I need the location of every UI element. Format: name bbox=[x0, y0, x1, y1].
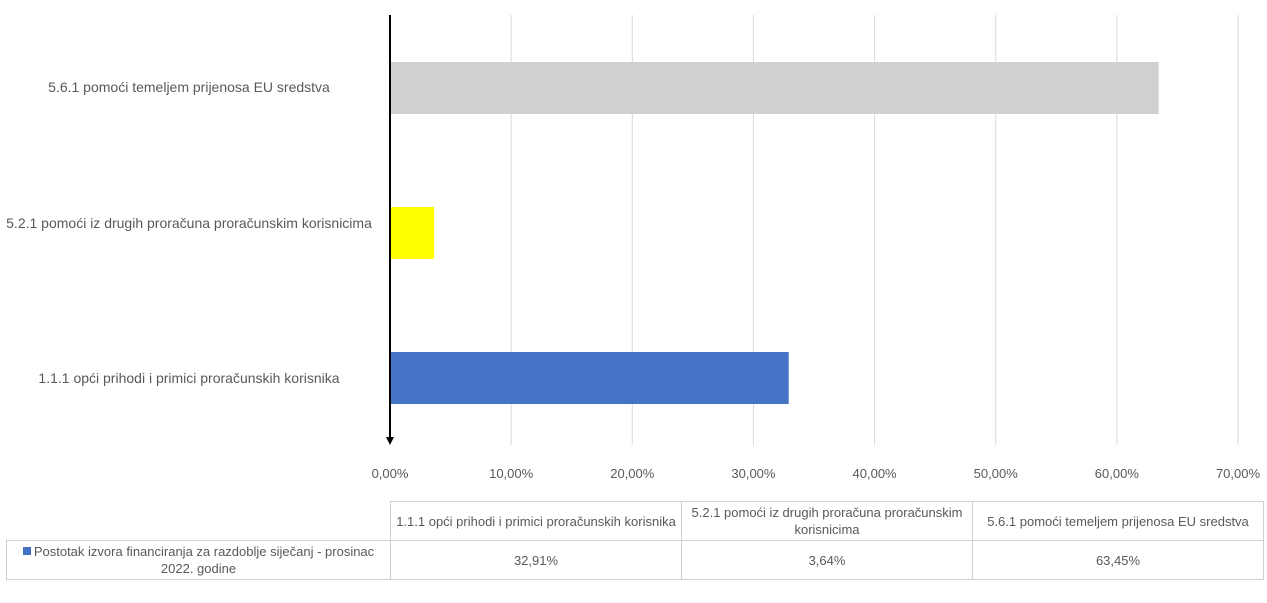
category-label-3: 5.6.1 pomoći temeljem prijenosa EU sreds… bbox=[48, 79, 330, 95]
legend-key-square bbox=[22, 547, 31, 555]
data-table-value-3: 63,45% bbox=[972, 540, 1264, 580]
x-tick-label: 10,00% bbox=[489, 466, 534, 481]
x-tick-label: 30,00% bbox=[731, 466, 776, 481]
y-axis-arrowhead bbox=[386, 437, 394, 445]
data-table-value-1: 32,91% bbox=[390, 540, 682, 580]
data-table-header-3: 5.6.1 pomoći temeljem prijenosa EU sreds… bbox=[972, 501, 1264, 541]
x-tick-label: 0,00% bbox=[371, 466, 409, 481]
bars bbox=[390, 62, 1159, 404]
data-table-header-1: 1.1.1 opći prihodi i primici proračunski… bbox=[390, 501, 682, 541]
bar-1 bbox=[390, 352, 789, 404]
category-label-2: 5.2.1 pomoći iz drugih proračuna proraču… bbox=[6, 215, 372, 231]
data-table-value-2: 3,64% bbox=[681, 540, 973, 580]
data-table-corner bbox=[7, 502, 391, 541]
x-tick-label: 70,00% bbox=[1215, 466, 1261, 481]
bar-2 bbox=[390, 207, 435, 259]
bar-3 bbox=[390, 62, 1159, 114]
x-tick-label: 20,00% bbox=[610, 466, 655, 481]
x-tick-label: 60,00% bbox=[1094, 466, 1139, 481]
data-table-row: Postotak izvora financiranja za razdoblj… bbox=[6, 540, 1264, 580]
series-legend-cell: Postotak izvora financiranja za razdoblj… bbox=[6, 540, 391, 580]
data-table-header-row: 1.1.1 opći prihodi i primici proračunski… bbox=[7, 501, 1264, 541]
x-tick-label: 50,00% bbox=[973, 466, 1018, 481]
series-name: Postotak izvora financiranja za razdoblj… bbox=[33, 544, 375, 576]
data-table-header-2: 5.2.1 pomoći iz drugih proračuna proraču… bbox=[681, 501, 973, 541]
y-axis bbox=[386, 15, 394, 445]
x-tick-label: 40,00% bbox=[852, 466, 897, 481]
category-label-1: 1.1.1 opći prihodi i primici proračunski… bbox=[38, 370, 340, 386]
data-table: 1.1.1 opći prihodi i primici proračunski… bbox=[6, 501, 1264, 580]
